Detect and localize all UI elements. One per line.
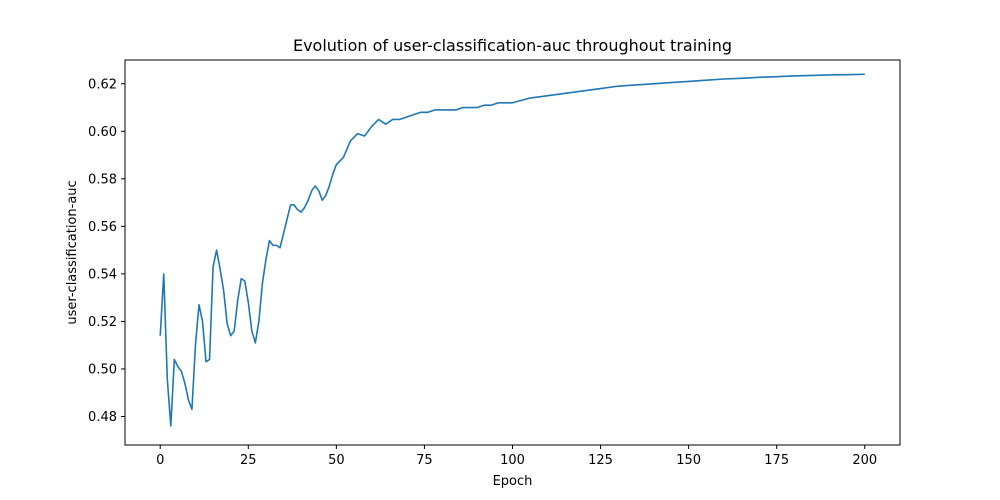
y-tick-label: 0.54 — [88, 267, 117, 282]
y-tick-label: 0.50 — [88, 362, 117, 377]
x-tick-label: 200 — [852, 453, 877, 468]
y-tick-label: 0.48 — [88, 410, 117, 425]
series-line — [159, 73, 865, 427]
y-tick-label: 0.62 — [88, 77, 117, 92]
x-tick-label: 0 — [156, 453, 164, 468]
x-axis-title: Epoch — [493, 474, 533, 489]
y-axis-title: user-classification-auc — [65, 180, 80, 324]
x-axis: 0 25 50 75 100 125 150 175 200 — [156, 445, 877, 468]
x-tick-label: 125 — [588, 453, 613, 468]
chart-title: Evolution of user-classification-auc thr… — [293, 36, 732, 55]
plot-frame — [124, 59, 901, 446]
y-tick-label: 0.52 — [88, 315, 117, 330]
x-tick-label: 25 — [240, 453, 257, 468]
x-tick-label: 175 — [764, 453, 789, 468]
x-tick-label: 75 — [416, 453, 433, 468]
y-tick-label: 0.56 — [88, 220, 117, 235]
x-tick-label: 100 — [500, 453, 525, 468]
y-tick-label: 0.58 — [88, 172, 117, 187]
x-tick-label: 50 — [328, 453, 345, 468]
y-axis: 0.48 0.50 0.52 0.54 0.56 0.58 0.60 0.62 — [88, 77, 125, 425]
plot-area — [159, 73, 865, 427]
y-tick-label: 0.60 — [88, 125, 117, 140]
x-tick-label: 150 — [676, 453, 701, 468]
